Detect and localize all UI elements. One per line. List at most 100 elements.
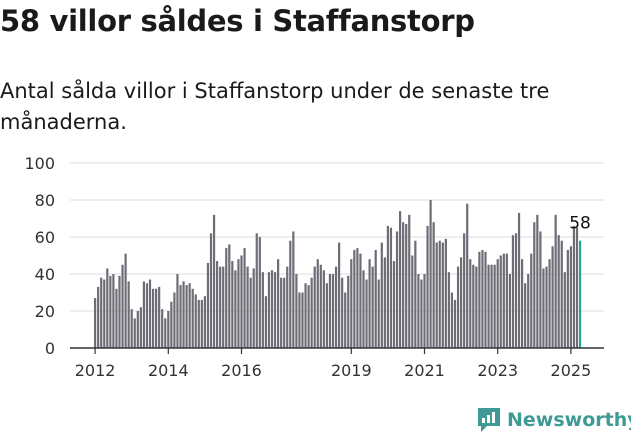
bar xyxy=(490,264,493,348)
bar xyxy=(301,292,304,348)
bar xyxy=(557,235,560,348)
bar xyxy=(252,268,255,348)
y-tick-label: 60 xyxy=(35,228,55,247)
bar xyxy=(399,211,402,348)
y-tick-label: 40 xyxy=(35,265,55,284)
bar xyxy=(176,274,179,348)
bar xyxy=(139,307,142,348)
bar xyxy=(377,279,380,348)
bar xyxy=(502,253,505,348)
bar xyxy=(304,283,307,348)
bar xyxy=(97,286,100,348)
bar xyxy=(319,264,322,348)
bar xyxy=(524,283,527,348)
bar xyxy=(563,272,566,348)
bar xyxy=(322,270,325,348)
x-tick-label: 2016 xyxy=(221,361,262,380)
x-axis-ticks: 2012 2014 2016 2019 2021 2023 2025 xyxy=(70,347,604,380)
bar xyxy=(289,240,292,348)
bar xyxy=(280,277,283,348)
bar xyxy=(341,277,344,348)
y-axis-ticks: 0 20 40 60 80 100 xyxy=(24,154,55,358)
bar xyxy=(182,281,185,348)
bar xyxy=(368,259,371,348)
bar xyxy=(383,257,386,348)
bar xyxy=(359,253,362,348)
bar xyxy=(539,231,542,348)
bar xyxy=(548,259,551,348)
bar xyxy=(170,301,173,348)
bar xyxy=(100,277,103,348)
bar xyxy=(365,279,368,348)
bar xyxy=(225,248,228,348)
bar xyxy=(456,266,460,348)
bar xyxy=(325,283,328,348)
bar xyxy=(173,292,176,348)
bar xyxy=(136,311,139,348)
bars xyxy=(94,200,582,348)
bar xyxy=(453,299,457,348)
bar xyxy=(158,286,161,348)
bar xyxy=(460,257,463,348)
bar xyxy=(371,266,374,348)
bar xyxy=(362,270,365,348)
bar xyxy=(338,242,341,348)
bar xyxy=(408,214,411,348)
x-tick-label: 2014 xyxy=(148,361,189,380)
data-label-last: 58 xyxy=(569,214,591,234)
bar xyxy=(334,266,338,348)
bar xyxy=(420,279,423,348)
bar xyxy=(94,298,97,348)
brand-name: Newsworthy xyxy=(507,409,631,431)
bar xyxy=(499,255,502,348)
bar xyxy=(222,266,225,348)
bar xyxy=(231,261,234,348)
bar xyxy=(353,249,356,348)
bar xyxy=(106,268,109,348)
bar xyxy=(307,285,310,348)
bar xyxy=(447,272,450,348)
bar xyxy=(109,275,112,348)
bar xyxy=(197,299,200,348)
bar xyxy=(521,259,524,348)
bar xyxy=(350,259,353,348)
bar xyxy=(575,227,579,348)
bar xyxy=(536,214,539,348)
brand-logo[interactable]: Newsworthy xyxy=(476,406,631,434)
bar xyxy=(478,251,481,348)
bar xyxy=(243,248,246,348)
bar xyxy=(103,279,106,348)
bar xyxy=(444,238,447,348)
bar xyxy=(121,264,124,348)
bar xyxy=(527,274,530,348)
bar xyxy=(392,261,396,348)
bar xyxy=(200,299,203,348)
bar xyxy=(569,246,572,348)
bar xyxy=(206,262,210,348)
bar xyxy=(411,255,414,348)
bar xyxy=(298,292,301,348)
bar xyxy=(118,275,121,348)
bar xyxy=(545,266,548,348)
bar xyxy=(264,296,267,348)
bar xyxy=(148,279,152,348)
bar xyxy=(286,266,289,348)
bar xyxy=(283,277,286,348)
x-tick-label: 2021 xyxy=(404,361,445,380)
bar xyxy=(331,274,335,348)
bar xyxy=(432,222,435,348)
bar xyxy=(493,264,496,348)
bar xyxy=(246,266,249,348)
bar xyxy=(151,288,155,348)
bar xyxy=(466,203,469,348)
x-tick-label: 2019 xyxy=(331,361,372,380)
bar xyxy=(551,246,554,348)
y-tick-label: 80 xyxy=(35,191,55,210)
bar xyxy=(472,264,475,348)
bar xyxy=(441,242,444,348)
bar xyxy=(155,288,158,348)
bar xyxy=(423,274,426,348)
bar xyxy=(194,294,197,348)
bar xyxy=(487,264,490,348)
bar xyxy=(127,281,130,348)
